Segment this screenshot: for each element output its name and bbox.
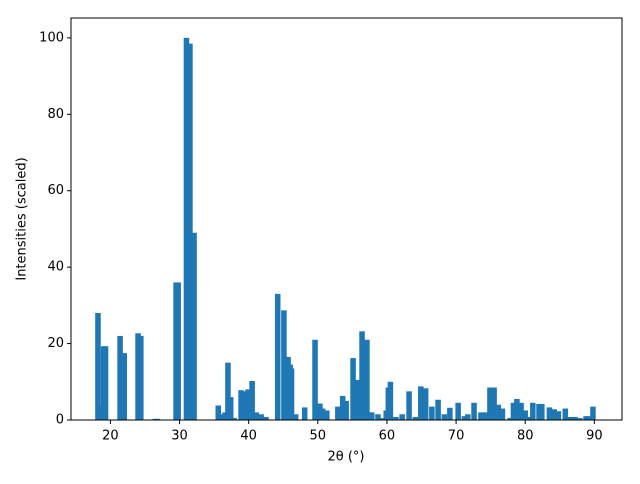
bar xyxy=(183,37,190,420)
bar xyxy=(539,403,545,420)
bar xyxy=(551,409,558,420)
bar xyxy=(191,232,197,420)
bar xyxy=(187,43,193,420)
bar xyxy=(586,416,592,420)
bar xyxy=(590,406,596,420)
bar xyxy=(514,398,520,420)
x-tick-label: 80 xyxy=(517,429,534,444)
bar xyxy=(350,358,356,420)
bar xyxy=(461,416,468,420)
bar xyxy=(335,406,341,420)
bar xyxy=(231,418,237,420)
bar xyxy=(301,407,308,420)
bar xyxy=(253,412,260,420)
y-tick-label: 0 xyxy=(56,413,64,428)
bar xyxy=(387,381,394,420)
bar xyxy=(95,313,101,420)
bar xyxy=(572,416,578,420)
bar xyxy=(281,310,287,420)
bar xyxy=(465,414,471,420)
bar xyxy=(258,414,264,420)
y-tick-label: 20 xyxy=(47,336,64,351)
x-tick-label: 90 xyxy=(586,429,603,444)
bar xyxy=(292,414,299,420)
bar xyxy=(525,416,531,420)
bar xyxy=(478,412,484,420)
y-tick-label: 60 xyxy=(47,183,64,198)
bar xyxy=(412,416,419,420)
bar xyxy=(495,404,502,420)
bar xyxy=(422,388,429,420)
bar xyxy=(343,400,349,420)
bar xyxy=(355,379,361,420)
bar xyxy=(324,410,330,420)
bar xyxy=(455,402,461,420)
x-tick-label: 20 xyxy=(102,429,119,444)
bar xyxy=(121,353,127,420)
bar xyxy=(215,405,222,420)
axes-frame xyxy=(70,17,623,421)
bar xyxy=(154,418,161,420)
bar xyxy=(429,406,435,420)
bar xyxy=(227,397,234,420)
y-tick-label: 80 xyxy=(47,107,64,122)
x-tick-label: 50 xyxy=(310,429,327,444)
bar xyxy=(487,387,493,420)
bar xyxy=(567,416,573,420)
bar xyxy=(238,390,244,420)
bar xyxy=(138,335,144,420)
bar xyxy=(359,331,365,420)
x-axis-label: 2θ (°) xyxy=(327,450,364,465)
bar xyxy=(263,416,269,420)
bar xyxy=(379,418,385,420)
bar xyxy=(418,386,424,420)
bar xyxy=(117,335,123,420)
bar xyxy=(288,368,295,420)
x-tick-label: 60 xyxy=(379,429,396,444)
y-axis-label: Intensities (scaled) xyxy=(15,157,30,280)
bar xyxy=(393,416,399,420)
y-tick-label: 100 xyxy=(39,30,64,45)
bar xyxy=(441,414,448,420)
bar xyxy=(406,391,412,420)
bar xyxy=(546,407,553,420)
bar xyxy=(562,408,569,420)
x-tick-label: 40 xyxy=(240,429,257,444)
bar xyxy=(555,411,562,420)
bar xyxy=(241,391,247,420)
x-tick-label: 30 xyxy=(171,429,188,444)
bar xyxy=(518,402,524,420)
bar xyxy=(507,418,513,420)
bar xyxy=(577,418,583,420)
bar xyxy=(530,402,536,420)
bar xyxy=(399,414,405,420)
bar xyxy=(483,412,489,420)
bar xyxy=(249,381,255,420)
bar xyxy=(102,346,109,420)
bar xyxy=(435,399,441,420)
bar xyxy=(245,389,251,420)
bar xyxy=(339,395,346,420)
bar xyxy=(375,414,381,420)
bar xyxy=(225,362,231,420)
bar xyxy=(312,339,318,420)
y-tick-label: 40 xyxy=(47,260,64,275)
bar xyxy=(522,410,528,420)
bar xyxy=(471,402,477,420)
x-tick-label: 70 xyxy=(448,429,465,444)
bar xyxy=(218,414,224,420)
bar xyxy=(368,412,375,420)
bar xyxy=(97,406,104,420)
bar xyxy=(491,387,497,420)
bar xyxy=(175,282,181,420)
bar xyxy=(499,408,506,420)
bar xyxy=(274,293,281,420)
bar xyxy=(447,407,453,420)
bar xyxy=(510,402,517,420)
bar xyxy=(319,408,326,420)
bar xyxy=(364,339,370,420)
